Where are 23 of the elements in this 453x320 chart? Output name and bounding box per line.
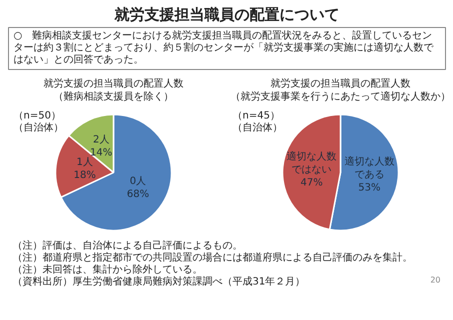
text: 就労支援担当職員の配置について: [114, 6, 340, 24]
slice-label: 適切な人数である: [344, 156, 394, 181]
slice-label: 適切な人数ではない: [286, 150, 337, 176]
text: （注）未回答は、集計から除外している。: [12, 264, 202, 276]
data-label: 53%: [358, 182, 380, 194]
slice-label: 0人: [130, 176, 146, 188]
text: ○ 難病相談支援センターにおける就労支援担当職員の配置状況をみると、設置しているセンターは約３割にとどまっており、約５割のセンターが「就労支援事業の実施には適切な人数ではない」との回答であった。: [14, 30, 434, 66]
slice-label: 2人: [92, 134, 110, 146]
slice-label: 1人: [76, 156, 93, 168]
text: （注）都道府県と指定都市での共同設置の場合には都道府県による自己評価のみを集計。: [12, 252, 412, 264]
text: （注）評価は、自治体による自己評価によるもの。: [12, 240, 242, 252]
data-label: 14%: [90, 147, 112, 158]
text: 20: [430, 276, 441, 284]
data-label: 68%: [126, 189, 150, 200]
text: （資料出所）厚生労働省健康局難病対策課調べ（平成31年２月）: [12, 276, 306, 288]
text: （n=45）（自治体）: [232, 110, 282, 134]
chart-subtitle: （難病相談支援員を除く）: [54, 90, 174, 102]
data-label: 18%: [74, 170, 96, 181]
data-label: 47%: [300, 177, 323, 188]
chart-subtitle: （就労支援事業を行うにあたって適切な人数か）: [230, 90, 450, 102]
text: （n=50）（自治体）: [14, 110, 64, 134]
chart-title: 就労支援の担当職員の配置人数: [44, 78, 184, 90]
chart-title: 就労支援の担当職員の配置人数: [270, 78, 410, 90]
